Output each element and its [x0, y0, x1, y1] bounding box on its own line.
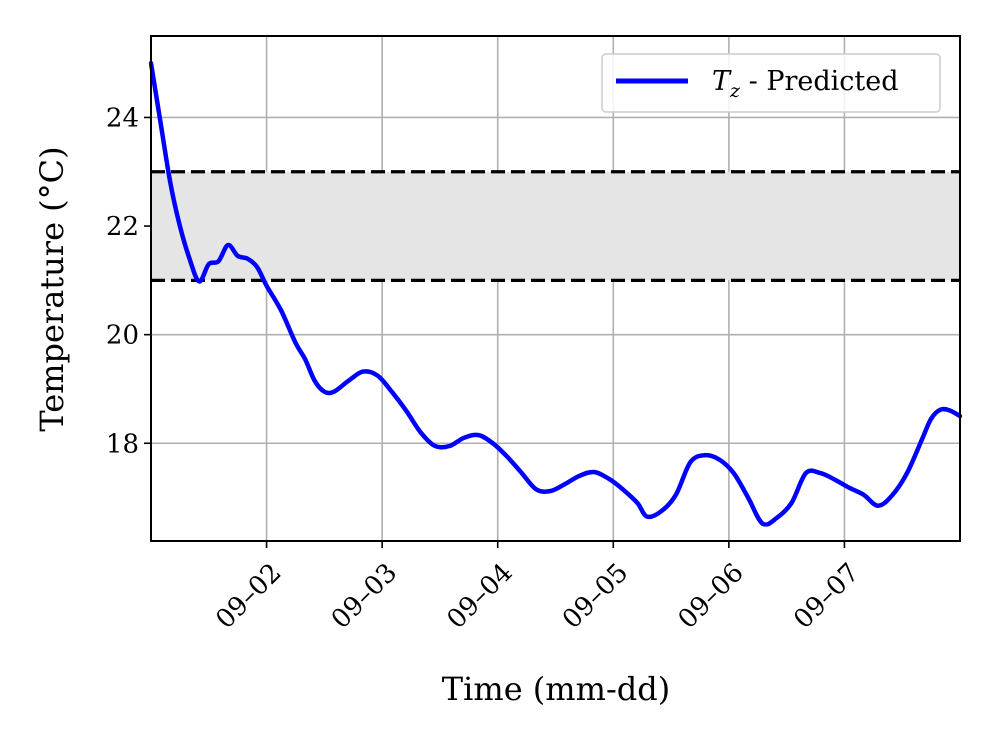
x-tick-label: 09–02 [210, 558, 287, 635]
x-tick-label: 09–03 [326, 558, 403, 635]
y-axis-label: Temperature (°C) [33, 146, 71, 431]
legend-label-rest: - Predicted [740, 66, 899, 97]
y-tick-label: 24 [106, 103, 139, 133]
x-tick-label: 09–04 [441, 558, 518, 635]
series-layer [151, 63, 960, 524]
y-tick-label: 20 [106, 321, 139, 351]
x-tick-label: 09–05 [557, 558, 634, 635]
legend: Tz - Predicted [601, 53, 941, 113]
x-tick-label: 09–06 [673, 558, 750, 635]
x-axis-label: Time (mm-dd) [442, 670, 670, 708]
legend-box [601, 53, 941, 113]
plot-frame [150, 35, 961, 542]
legend-label-sub: z [729, 80, 741, 102]
legend-label: Tz - Predicted [712, 66, 899, 102]
y-tick-label: 22 [106, 212, 139, 242]
legend-label-main: T [712, 66, 732, 97]
comfort-band [151, 170, 960, 282]
series-line-tz-predicted [151, 63, 960, 524]
comfort-band-fill [151, 171, 960, 281]
x-tick-label: 09–07 [788, 558, 865, 635]
y-tick-label: 18 [106, 429, 139, 459]
